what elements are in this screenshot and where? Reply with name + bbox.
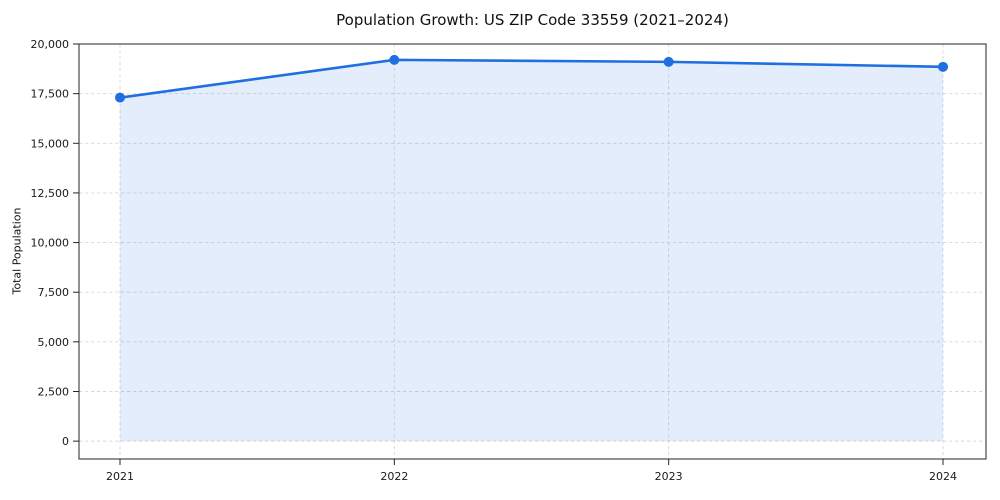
y-tick-label: 12,500 [31,187,70,200]
data-point-2021 [115,92,125,103]
y-tick-label: 17,500 [31,88,70,101]
y-tick-label: 5,000 [38,336,70,349]
y-tick-label: 20,000 [31,38,70,51]
y-tick-label: 0 [62,435,69,448]
y-tick-label: 10,000 [31,237,70,250]
x-tick-label: 2022 [380,470,408,483]
x-tick-label: 2023 [655,470,683,483]
series-line [118,58,945,99]
data-point-2022 [389,54,400,65]
data-point-2024 [938,61,948,72]
x-tick-label: 2021 [106,470,134,483]
y-tick-label: 15,000 [31,137,70,150]
y-tick-label: 7,500 [38,286,70,299]
data-point-2023 [663,56,674,67]
plot-border [78,43,987,460]
y-tick-label: 2,500 [38,385,70,398]
chart-title: Population Growth: US ZIP Code 33559 (20… [336,11,729,29]
x-tick-label: 2024 [929,470,957,483]
series-area-fill [120,59,943,442]
